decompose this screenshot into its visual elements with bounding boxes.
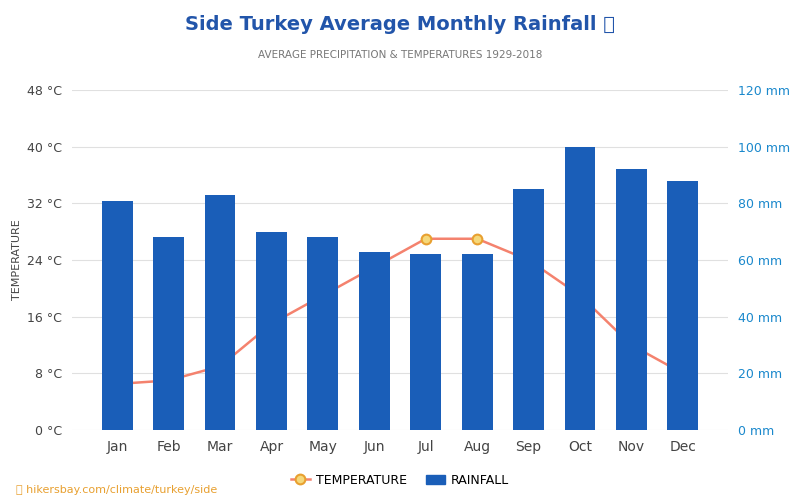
Bar bbox=[154, 238, 184, 430]
Text: Side Turkey Average Monthly Rainfall 🌧: Side Turkey Average Monthly Rainfall 🌧 bbox=[185, 15, 615, 34]
Text: AVERAGE PRECIPITATION & TEMPERATURES 1929-2018: AVERAGE PRECIPITATION & TEMPERATURES 192… bbox=[258, 50, 542, 60]
Text: 📍 hikersbay.com/climate/turkey/side: 📍 hikersbay.com/climate/turkey/side bbox=[16, 485, 218, 495]
Bar bbox=[205, 195, 235, 430]
Bar bbox=[359, 252, 390, 430]
Bar bbox=[102, 200, 133, 430]
Bar bbox=[410, 254, 441, 430]
Bar bbox=[513, 189, 544, 430]
Bar bbox=[667, 180, 698, 430]
Bar bbox=[462, 254, 493, 430]
Bar bbox=[565, 146, 595, 430]
Bar bbox=[307, 238, 338, 430]
Y-axis label: TEMPERATURE: TEMPERATURE bbox=[12, 220, 22, 300]
Bar bbox=[616, 170, 646, 430]
Legend: TEMPERATURE, RAINFALL: TEMPERATURE, RAINFALL bbox=[286, 469, 514, 492]
Bar bbox=[256, 232, 287, 430]
